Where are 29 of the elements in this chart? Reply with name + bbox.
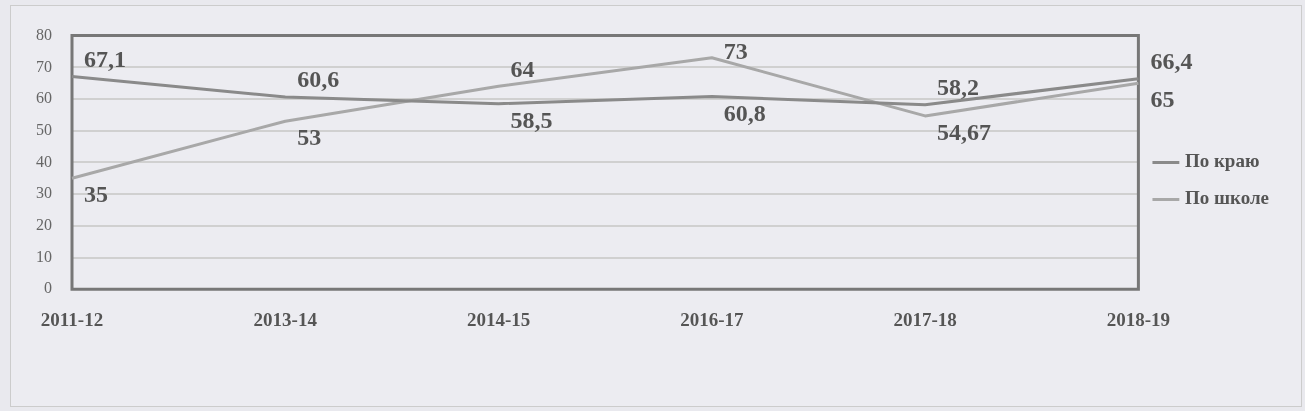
y-tick-label: 80 bbox=[36, 25, 52, 43]
data-label: 65 bbox=[1150, 86, 1175, 113]
x-tick-label: 2011-12 bbox=[40, 308, 104, 330]
y-tick-label: 40 bbox=[36, 152, 52, 170]
data-label: 58,2 bbox=[937, 73, 980, 100]
y-tick-label: 60 bbox=[36, 89, 52, 107]
y-tick-label: 30 bbox=[36, 184, 52, 202]
data-label: 60,8 bbox=[723, 99, 766, 126]
y-tick-label: 70 bbox=[36, 57, 52, 75]
data-label: 66,4 bbox=[1150, 47, 1193, 74]
legend-label: По краю bbox=[1184, 150, 1260, 172]
x-tick-label: 2017-18 bbox=[893, 308, 957, 330]
data-label: 35 bbox=[84, 181, 108, 208]
data-label: 53 bbox=[297, 124, 322, 151]
y-tick-label: 50 bbox=[36, 120, 52, 138]
legend-label: По школе bbox=[1184, 187, 1269, 209]
data-label: 73 bbox=[723, 37, 748, 64]
x-tick-label: 2014-15 bbox=[466, 308, 531, 330]
x-tick-label: 2013-14 bbox=[253, 308, 318, 330]
data-label: 58,5 bbox=[510, 106, 553, 133]
x-tick-label: 2018-19 bbox=[1106, 308, 1171, 330]
data-label: 67,1 bbox=[84, 45, 126, 72]
data-label: 60,6 bbox=[297, 66, 340, 93]
data-label: 54,67 bbox=[937, 119, 992, 146]
data-label: 64 bbox=[510, 55, 535, 82]
x-tick-label: 2016-17 bbox=[680, 308, 744, 330]
y-tick-label: 0 bbox=[44, 279, 52, 297]
y-tick-label: 10 bbox=[36, 247, 52, 265]
y-tick-label: 20 bbox=[36, 216, 52, 233]
